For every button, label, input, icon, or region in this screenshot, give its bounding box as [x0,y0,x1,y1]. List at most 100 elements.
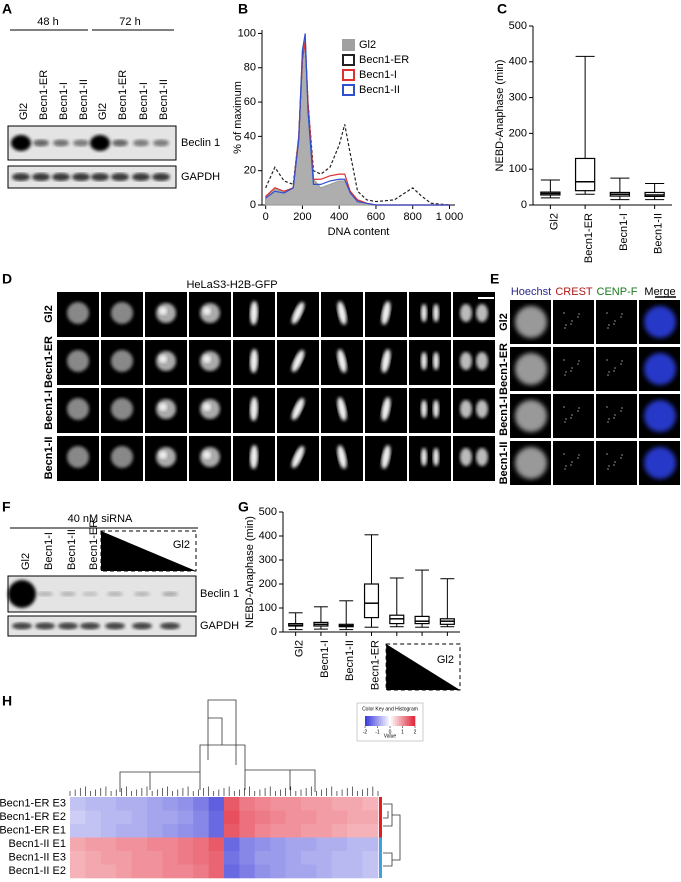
kinetochore [563,453,565,455]
color-key-step [379,716,381,726]
kinetochore [564,468,566,470]
kinetochore [621,360,623,362]
blot-band [80,623,100,630]
y-tick-label: 0 [250,199,256,211]
heatmap-cell [85,824,101,838]
heatmap-cell [70,851,86,865]
heatmap-cell [162,865,178,879]
chromatin [203,451,211,459]
timestamp: 00:12 [258,330,274,336]
heatmap-cell [162,838,178,852]
heatmap-cell [178,797,194,811]
band-label: GAPDH [181,171,220,183]
color-key-step [399,716,401,726]
blot-band [11,135,31,151]
timestamp: 00:27 [346,330,362,336]
heatmap-cell [363,838,379,852]
row-group-bar [379,838,382,852]
kinetochore [608,371,610,373]
x-tick-label: 800 [404,211,422,223]
x-axis-title: DNA content [328,226,390,238]
blot-band [112,140,128,147]
band-label: Beclin 1 [181,137,220,149]
heatmap-cell [178,865,194,879]
heatmap-cell [101,824,117,838]
timestamp: 00:06 [214,426,230,432]
heatmap-cell [178,811,194,825]
heatmap-cell [101,811,117,825]
legend-swatch [343,40,354,50]
timestamp: 00:12 [258,474,274,480]
kinetochore [578,313,580,315]
timestamp: -00:06 [124,378,142,384]
nucleus [460,448,472,466]
legend-label: Becn1-II [359,84,400,96]
box [415,616,429,623]
color-key-title: Color Key and Histogram [362,706,418,712]
blot-band [53,140,69,147]
heatmap-cell [209,797,225,811]
blot-band [72,173,90,181]
timestamp: 00:06 [214,330,230,336]
blot-band [12,623,32,630]
legend-label: Becn1-ER [359,54,409,66]
color-key-step [385,716,387,726]
heatmap-cell [101,851,117,865]
chromosomes [433,304,439,322]
legend-swatch [343,70,354,80]
color-key-step [395,716,397,726]
lane-label: Becn1-ER [38,70,50,120]
heatmap-cell [270,865,286,879]
color-key-step [383,716,385,726]
row-group-bar [379,811,382,825]
y-axis-title: NEBD-Anaphase (min) [494,60,506,172]
row-label: Becn1-II E2 [9,865,66,877]
kinetochore [614,461,616,463]
lane-label: Becn1-II [66,529,78,570]
lane-label: Becn1-I [58,82,70,120]
box [365,584,379,618]
color-key-step [405,716,407,726]
heatmap-cell [116,851,132,865]
x-tick-label: Gl2 [294,640,306,657]
heatmap-cell [193,838,209,852]
chromatin [159,307,167,315]
row-label: Becn1-ER [498,343,510,395]
heatmap-cell [85,865,101,879]
color-key-step [369,716,371,726]
heatmap-cell [101,865,117,879]
chromosomes [433,400,439,418]
heatmap-cell [363,797,379,811]
kinetochore [614,414,616,416]
heatmap-cell [286,824,302,838]
heatmap-cell [101,797,117,811]
heatmap-cell [147,838,163,852]
chromosomes [421,352,427,370]
row-label: Becn1-ER [43,336,55,388]
heatmap-cell [332,824,348,838]
heatmap-cell [316,865,332,879]
lane-label: Becn1-I [43,532,55,570]
x-tick-label: Becn1-I [319,640,331,678]
x-tick-label: 0 [263,211,269,223]
heatmap-cell [147,865,163,879]
kinetochore [621,313,623,315]
heatmap-cell [85,811,101,825]
heatmap-cell [193,824,209,838]
heatmap-cell [332,838,348,852]
y-tick-label: 500 [509,20,527,32]
blot-band [52,173,70,181]
row-group-bar [379,824,382,838]
heatmap-cell [255,824,271,838]
imaging-title: HeLaS3-H2B-GFP [186,279,277,291]
heatmap-cell [301,865,317,879]
heatmap-cell [116,811,132,825]
blot-band [8,580,36,608]
panel-label: A [2,1,12,17]
kinetochore [606,453,608,455]
panel-label: C [497,1,507,17]
heatmap-cell [316,838,332,852]
panel-label: H [2,693,12,709]
kinetochore [577,457,579,459]
